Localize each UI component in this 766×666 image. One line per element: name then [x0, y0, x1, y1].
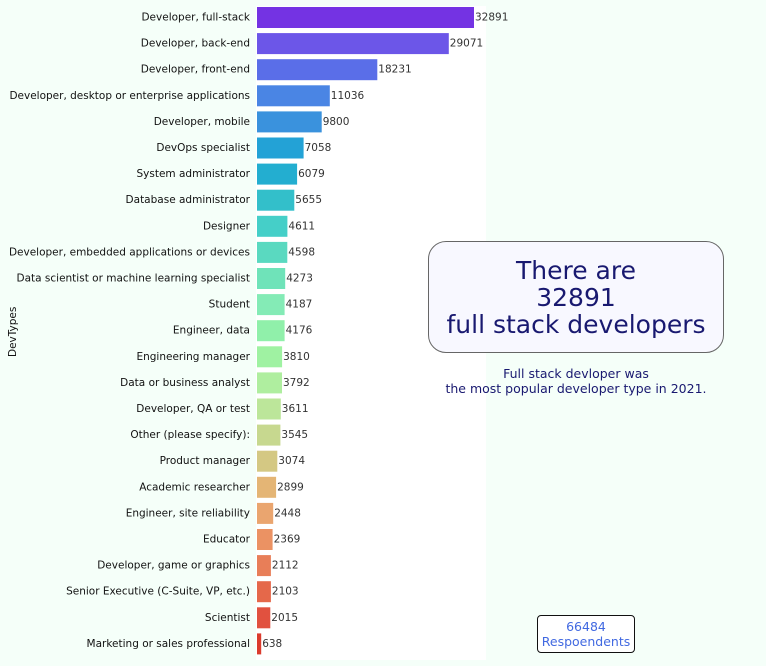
- bar: [257, 189, 295, 211]
- bar: [257, 607, 271, 629]
- category-label: Designer: [203, 220, 251, 232]
- bar: [257, 398, 281, 420]
- category-label: Engineer, data: [173, 325, 250, 337]
- callout-line-3: full stack developers: [446, 309, 706, 339]
- category-label: Product manager: [160, 455, 251, 467]
- bar: [257, 372, 282, 394]
- value-label: 9800: [323, 116, 350, 128]
- bar: [257, 241, 288, 263]
- category-label: Data or business analyst: [120, 377, 250, 389]
- respondents-count: 66484: [566, 619, 606, 634]
- value-label: 3792: [283, 377, 310, 389]
- bar: [257, 633, 262, 655]
- category-label: Developer, game or graphics: [97, 560, 250, 572]
- callout-count: 32891: [536, 282, 616, 312]
- value-label: 2103: [272, 586, 299, 598]
- bar: [257, 450, 278, 472]
- value-label: 3074: [278, 455, 305, 467]
- bar: [257, 529, 273, 550]
- bar: [257, 476, 277, 498]
- category-label: Developer, full-stack: [141, 12, 250, 24]
- bar: [257, 268, 286, 289]
- bar: [257, 502, 274, 524]
- category-label: Developer, front-end: [141, 64, 250, 76]
- category-label: Database administrator: [126, 194, 251, 206]
- category-label: DevOps specialist: [156, 142, 250, 154]
- value-label: 4611: [288, 220, 315, 232]
- value-label: 5655: [295, 194, 322, 206]
- value-label: 2448: [274, 507, 301, 519]
- bar: [257, 320, 285, 342]
- category-label: Academic researcher: [139, 481, 250, 493]
- subtitle-line-2: the most popular developer type in 2021.: [445, 381, 707, 396]
- value-label: 4598: [288, 246, 315, 258]
- callout-line-1: There are: [516, 255, 636, 285]
- value-label: 2015: [271, 612, 298, 624]
- category-label: Other (please specify):: [130, 429, 250, 441]
- category-label: Developer, desktop or enterprise applica…: [9, 90, 250, 102]
- bar: [257, 215, 288, 237]
- value-label: 2112: [272, 560, 299, 572]
- category-label: Data scientist or machine learning speci…: [17, 273, 251, 285]
- category-label: System administrator: [136, 168, 250, 180]
- value-label: 32891: [475, 12, 508, 24]
- value-label: 2369: [274, 534, 301, 546]
- category-label: Student: [209, 299, 250, 311]
- bar: [257, 424, 281, 446]
- category-label: Engineering manager: [136, 351, 250, 363]
- category-label: Developer, mobile: [154, 116, 250, 128]
- respondents-label: Respoendents: [541, 634, 631, 649]
- respondents-box: 66484 Respoendents: [537, 615, 635, 653]
- category-label: Educator: [203, 534, 251, 546]
- value-label: 4176: [286, 325, 313, 337]
- category-label: Developer, embedded applications or devi…: [9, 246, 250, 258]
- bar: [257, 346, 283, 368]
- value-label: 18231: [378, 64, 411, 76]
- category-label: Engineer, site reliability: [126, 507, 250, 519]
- bar: [257, 7, 474, 28]
- category-label: Developer, back-end: [141, 38, 250, 50]
- value-label: 3810: [283, 351, 310, 363]
- category-label: Senior Executive (C-Suite, VP, etc.): [66, 586, 250, 598]
- bar: [257, 33, 449, 55]
- value-label: 11036: [331, 90, 365, 102]
- bar: [257, 137, 304, 159]
- bar: [257, 85, 330, 107]
- bar: [257, 581, 271, 603]
- category-label: Developer, QA or test: [136, 403, 250, 415]
- value-label: 3545: [281, 429, 308, 441]
- value-label: 2899: [277, 481, 304, 493]
- value-label: 29071: [450, 38, 483, 50]
- value-label: 3611: [282, 403, 309, 415]
- category-label: Marketing or sales professional: [87, 638, 250, 650]
- value-label: 4187: [286, 299, 313, 311]
- value-label: 4273: [286, 273, 313, 285]
- callout-subtitle: Full stack devloper was the most popular…: [426, 366, 726, 396]
- subtitle-line-1: Full stack devloper was: [503, 366, 649, 381]
- category-label: Scientist: [205, 612, 250, 624]
- bar: [257, 294, 285, 316]
- bar: [257, 163, 298, 185]
- bar: [257, 555, 271, 577]
- bar: [257, 111, 322, 133]
- value-label: 638: [262, 638, 282, 650]
- callout-box: There are 32891 full stack developers: [428, 241, 724, 353]
- value-label: 7058: [305, 142, 332, 154]
- y-axis-label: DevTypes: [7, 306, 19, 357]
- bar: [257, 59, 378, 81]
- value-label: 6079: [298, 168, 325, 180]
